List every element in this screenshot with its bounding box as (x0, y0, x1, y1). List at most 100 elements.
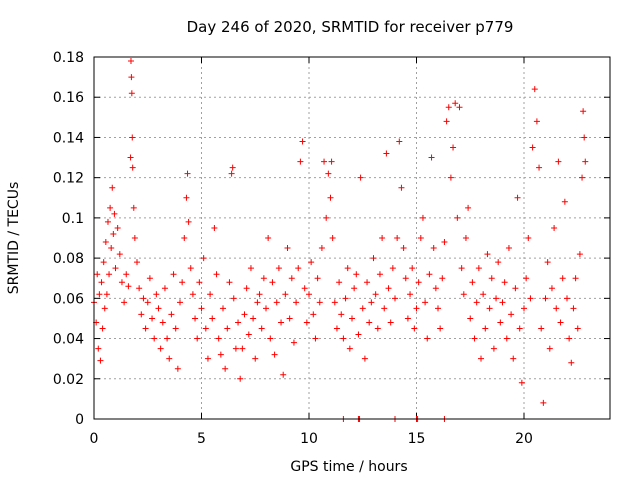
data-point (460, 291, 467, 298)
data-point (166, 355, 173, 362)
data-point (536, 164, 543, 171)
data-point (392, 295, 398, 302)
data-point (366, 319, 373, 326)
data-point (308, 259, 315, 266)
data-point (415, 279, 422, 286)
data-point (404, 315, 411, 322)
data-point (170, 271, 177, 278)
data-point (336, 279, 343, 286)
data-point (299, 138, 306, 145)
data-point (230, 295, 237, 302)
data-point (568, 359, 575, 366)
data-point (553, 305, 560, 312)
data-point (94, 271, 101, 278)
data-point (318, 245, 325, 252)
data-point (475, 265, 482, 272)
data-point (290, 339, 297, 346)
data-point (333, 325, 340, 332)
data-point (471, 335, 478, 342)
data-point (518, 379, 525, 386)
data-point (465, 204, 472, 211)
data-point (128, 74, 135, 81)
data-point (325, 170, 332, 177)
data-point (394, 235, 401, 241)
data-point (108, 245, 115, 252)
data-point (501, 279, 508, 286)
data-point (570, 305, 577, 312)
data-point (510, 355, 517, 362)
data-point (452, 100, 459, 107)
data-point (232, 345, 239, 352)
data-point (215, 335, 222, 342)
data-point (450, 144, 457, 151)
data-point (422, 299, 429, 306)
data-point (497, 319, 504, 326)
data-point (456, 104, 463, 111)
data-point (407, 291, 414, 298)
data-point (462, 235, 469, 241)
data-point (359, 305, 366, 312)
data-point (351, 285, 358, 292)
data-point (144, 299, 151, 306)
data-point (288, 275, 295, 282)
data-point (346, 345, 353, 352)
data-point (551, 224, 558, 231)
y-tick-label: 0.04 (53, 332, 84, 348)
data-point (185, 218, 192, 225)
data-point (118, 279, 125, 286)
data-point (217, 351, 224, 358)
data-point (239, 345, 246, 352)
data-point (96, 291, 103, 298)
y-tick-label: 0.06 (53, 291, 84, 307)
data-point (581, 134, 588, 141)
data-point (245, 331, 252, 338)
data-point (566, 335, 573, 342)
data-point (110, 230, 117, 237)
data-point (490, 345, 497, 352)
data-point (189, 291, 196, 298)
data-point (280, 371, 287, 378)
data-point (435, 305, 441, 312)
data-point (254, 299, 261, 306)
axis-ticks: 0 0.02 0.04 0.06 0.08 0.1 0.12 0.14 0.16 0.18 0 5 10… (53, 50, 610, 447)
data-point (493, 295, 500, 302)
data-point (355, 331, 362, 338)
data-point (454, 214, 461, 221)
data-point (97, 357, 104, 364)
data-point (329, 235, 336, 241)
data-point (293, 299, 300, 306)
y-tick-label: 0.18 (53, 50, 84, 66)
data-point (361, 355, 368, 362)
data-point (379, 235, 386, 241)
data-point (419, 214, 426, 221)
data-point (417, 235, 424, 241)
data-point (127, 154, 134, 161)
data-point (130, 204, 137, 211)
data-point (127, 58, 134, 65)
data-point (523, 275, 530, 282)
data-point (376, 271, 383, 278)
data-point (220, 305, 226, 312)
data-point (327, 194, 334, 201)
data-point (224, 325, 231, 332)
data-point (538, 325, 545, 332)
y-tick-label: 0.02 (53, 372, 84, 388)
data-point (260, 275, 267, 282)
data-point (187, 265, 194, 272)
data-point (159, 319, 166, 326)
data-point (357, 174, 364, 181)
data-point (250, 315, 257, 322)
y-tick-label: 0.12 (53, 171, 84, 187)
data-point (316, 299, 323, 306)
data-point (505, 245, 512, 252)
data-point (211, 224, 218, 231)
data-point (128, 90, 135, 97)
data-point (121, 299, 128, 306)
data-point (286, 315, 293, 322)
data-point (314, 275, 321, 282)
data-point (409, 265, 416, 272)
data-point (123, 271, 130, 278)
data-point (103, 291, 110, 298)
grid-lines (94, 57, 610, 419)
data-point (370, 255, 377, 262)
